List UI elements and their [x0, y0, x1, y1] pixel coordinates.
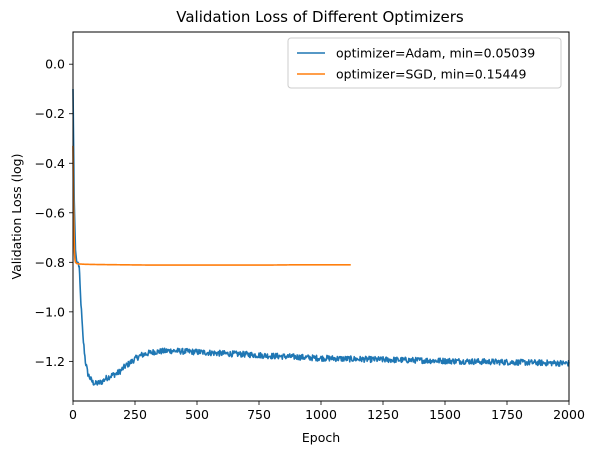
y-tick-label: −0.2 [35, 106, 65, 121]
y-tick-label: −0.6 [35, 205, 65, 220]
x-tick-label: 2000 [553, 407, 585, 422]
x-tick-label: 1750 [491, 407, 523, 422]
x-axis-title: Epoch [302, 430, 340, 445]
x-tick-label: 0 [69, 407, 77, 422]
y-tick-label: −1.0 [35, 304, 65, 319]
x-tick-label: 1250 [367, 407, 399, 422]
series-line-1 [72, 145, 352, 266]
x-tick-label: 1000 [305, 407, 337, 422]
y-tick-label: 0.0 [45, 57, 65, 72]
axes: 0 250 500 750 1000 1250 1500 1750 2000 0.0 −0.2 −0.… [35, 57, 585, 422]
legend-label: optimizer=Adam, min=0.05039 [336, 46, 535, 61]
series-line-0 [72, 88, 570, 386]
plot-area [72, 88, 570, 386]
legend-box [287, 37, 562, 89]
y-axis-title: Validation Loss (log) [9, 154, 24, 280]
chart-title: Validation Loss of Different Optimizers [176, 8, 464, 26]
legend: optimizer=Adam, min=0.05039 optimizer=SGD… [287, 37, 562, 89]
y-tick-label: −1.2 [35, 354, 65, 369]
y-tick-label: −0.8 [35, 255, 65, 270]
x-tick-label: 250 [123, 407, 147, 422]
x-tick-label: 1500 [429, 407, 461, 422]
x-tick-label: 500 [185, 407, 209, 422]
x-tick-label: 750 [247, 407, 271, 422]
legend-label: optimizer=SGD, min=0.15449 [336, 67, 526, 82]
y-tick-label: −0.4 [35, 156, 65, 171]
